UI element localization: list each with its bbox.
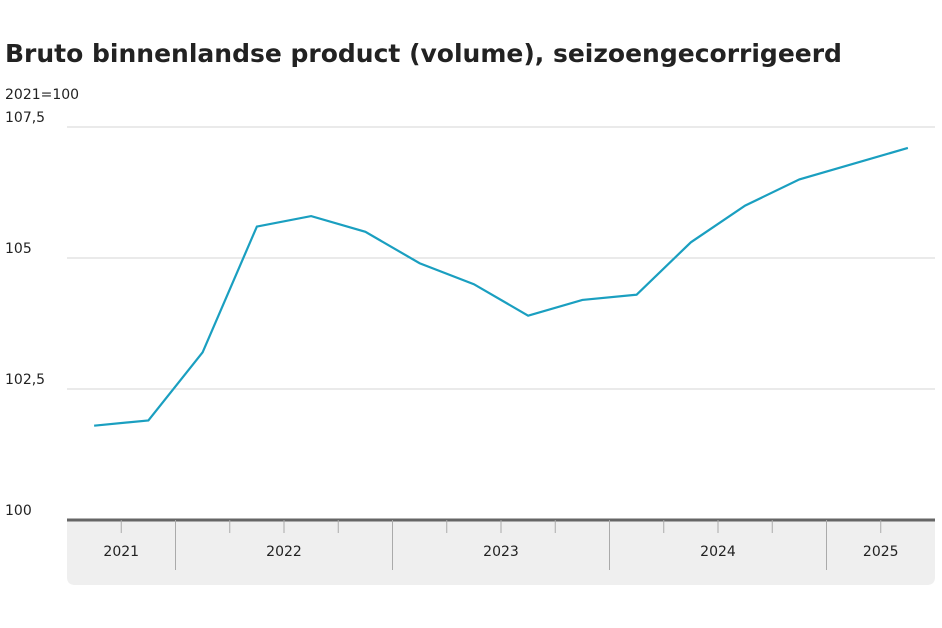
x-tick-label: 2021 <box>103 544 139 560</box>
y-tick-label: 102,5 <box>5 372 45 388</box>
y-tick-label: 100 <box>5 503 32 519</box>
y-tick-label: 107,5 <box>5 110 45 126</box>
chart-subtitle: 2021=100 <box>5 87 79 103</box>
y-tick-label: 105 <box>5 241 32 257</box>
chart-title: Bruto binnenlandse product (volume), sei… <box>5 39 842 68</box>
x-axis-band <box>67 520 935 585</box>
x-tick-label: 2024 <box>700 544 736 560</box>
x-tick-label: 2025 <box>863 544 899 560</box>
x-tick-label: 2022 <box>266 544 302 560</box>
x-tick-label: 2023 <box>483 544 519 560</box>
data-line <box>94 146 909 427</box>
